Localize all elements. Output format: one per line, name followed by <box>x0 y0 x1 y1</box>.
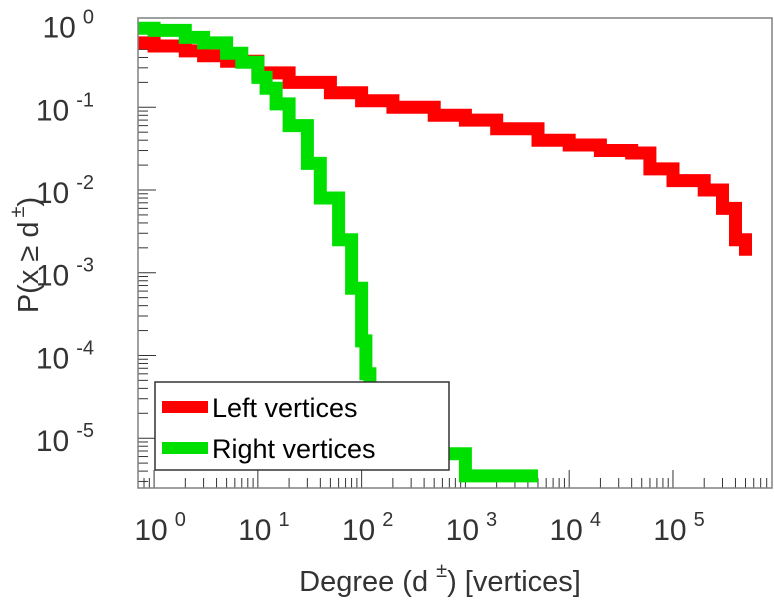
axis-ticks <box>137 24 773 488</box>
x-axis-label: Degree (d ±) [vertices] <box>299 560 581 598</box>
x-tick-label: 10 4 <box>549 509 601 547</box>
legend-label-right-vertices: Right vertices <box>212 434 376 464</box>
y-tick-label: 10 -5 <box>36 420 94 458</box>
x-tick-label: 10 5 <box>653 509 705 547</box>
x-tick-label: 10 3 <box>446 509 498 547</box>
y-tick-label: 10 -2 <box>36 172 94 210</box>
y-tick-label: 10 -4 <box>36 337 94 375</box>
x-tick-label: 10 1 <box>238 509 290 547</box>
series-line-left-vertices <box>138 36 752 256</box>
x-tick-labels: 10 0 10 1 10 2 10 3 10 4 10 5 <box>134 509 704 547</box>
y-axis-label: P(x ≥ d±) <box>7 197 45 313</box>
y-tick-label: 10 0 <box>43 7 95 45</box>
x-tick-label: 10 2 <box>342 509 394 547</box>
legend-label-left-vertices: Left vertices <box>212 393 358 423</box>
y-tick-label: 10 -3 <box>36 255 94 293</box>
legend-box <box>154 381 450 471</box>
y-tick-label: 10 -1 <box>36 89 94 127</box>
x-tick-label: 10 0 <box>134 509 186 547</box>
plot-area-frame <box>137 17 773 489</box>
legend: Left vertices Right vertices <box>154 381 450 471</box>
